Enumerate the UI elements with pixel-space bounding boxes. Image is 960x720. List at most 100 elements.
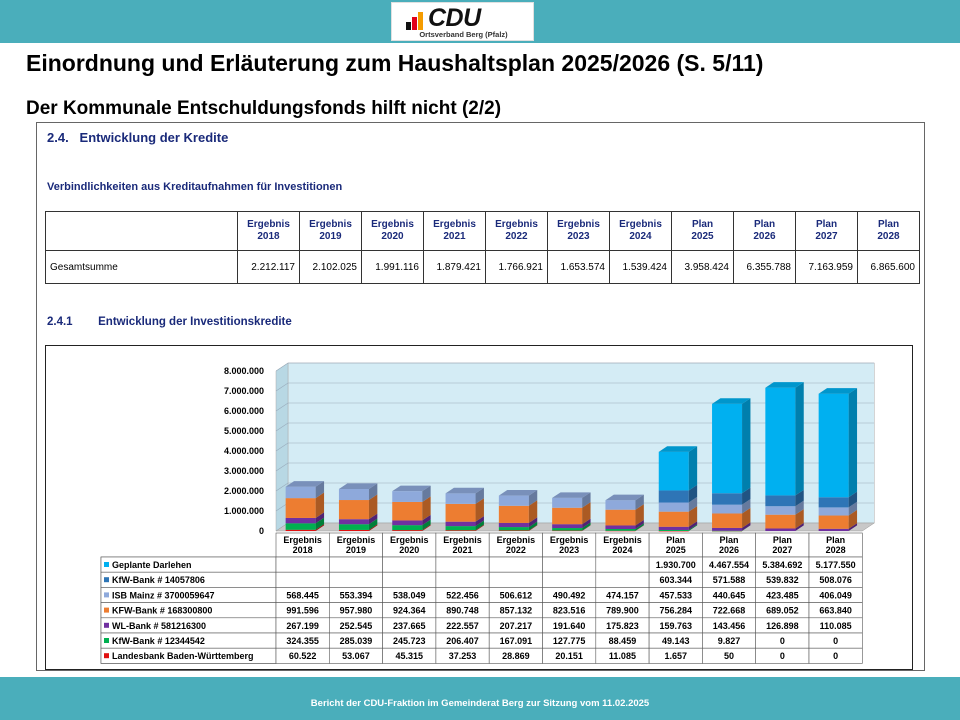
table-value-cell: 1.766.921 (485, 250, 548, 284)
bar-segment-side (635, 525, 644, 531)
bar-segment-side (368, 524, 378, 531)
bar-segment-side (368, 518, 378, 530)
table-value-cell: 6.865.600 (857, 250, 920, 284)
bar-segment (712, 513, 743, 528)
table-header-cell: Ergebnis 2024 (609, 211, 672, 251)
x-tick-label: Ergebnis (443, 535, 482, 545)
data-label: 285.039 (340, 636, 373, 646)
bar-segment (605, 525, 636, 530)
data-label: 191.640 (553, 621, 586, 631)
bar-segment (552, 507, 583, 525)
y-tick-label: 3.000.000 (224, 466, 264, 476)
table-value-cell: 1.539.424 (609, 250, 672, 284)
table-header-cell: Ergebnis 2018 (237, 211, 300, 251)
data-label: 756.284 (659, 606, 692, 616)
data-label: 50 (724, 651, 734, 661)
data-label: 9.827 (718, 636, 741, 646)
table-header-cell: Plan 2027 (795, 211, 858, 251)
table-caption: Verbindlichkeiten aus Kreditaufnahmen fü… (47, 181, 343, 193)
table-header-cell: Ergebnis 2022 (485, 211, 548, 251)
data-label: 603.344 (659, 575, 692, 585)
data-label: 5.384.692 (762, 560, 802, 570)
data-label: 45.315 (395, 651, 423, 661)
data-label: 490.492 (553, 590, 586, 600)
bar-segment (658, 502, 689, 512)
bar-segment (445, 530, 476, 531)
bar-segment (552, 530, 583, 532)
bar-segment-side (368, 483, 378, 501)
bar-segment (658, 490, 689, 503)
bar-segment-side (475, 487, 484, 504)
bar-segment (552, 497, 583, 508)
section-title: 2.4. Entwicklung der Kredite (47, 130, 229, 145)
bar-segment-side (795, 500, 804, 515)
bar-segment-side (635, 494, 644, 510)
legend-table-head-cell (595, 532, 650, 558)
bar-segment (285, 523, 316, 530)
data-table-cell (488, 571, 543, 588)
bar-segment-side (475, 498, 484, 522)
bar-segment (445, 503, 476, 522)
data-table-cell (488, 556, 543, 573)
bar-segment-side (795, 522, 804, 531)
data-label: 159.763 (659, 621, 692, 631)
bar-segment-side (315, 481, 325, 499)
data-label: 143.456 (713, 621, 746, 631)
bar-segment (392, 520, 423, 526)
bar-top-face (338, 483, 378, 489)
legend-swatch (104, 607, 109, 613)
bar-segment-side (422, 514, 431, 526)
table-value-cell: 7.163.959 (795, 250, 858, 284)
data-table-cell (275, 571, 330, 588)
bar-segment (712, 493, 743, 505)
legend-label: WL-Bank # 581216300 (112, 621, 206, 631)
bar-top-face (392, 485, 431, 492)
data-label: 49.143 (662, 636, 690, 646)
credit-summary-table: Ergebnis 2018 Ergebnis 2019 Ergebnis 2020 Erge… (45, 211, 920, 284)
logo-word: CDU (428, 4, 481, 32)
bar-segment-side (635, 504, 644, 526)
bar-segment (712, 403, 743, 494)
y-tick-label: 7.000.000 (224, 386, 264, 396)
x-tick-label: Ergebnis (497, 535, 536, 545)
legend-swatch (104, 638, 109, 643)
data-label: 457.533 (659, 590, 692, 600)
bar-segment-side (742, 398, 751, 494)
bar-segment-side (582, 502, 591, 525)
table-header-cell: Plan 2026 (733, 211, 796, 251)
x-tick-label-year: 2020 (399, 545, 419, 555)
bar-top-face (818, 388, 858, 394)
data-table-cell (595, 571, 650, 588)
bar-segment (818, 507, 849, 516)
bar-segment (552, 524, 583, 529)
data-label: 0 (780, 636, 785, 646)
data-label: 206.407 (446, 636, 479, 646)
bar-segment (445, 526, 476, 531)
legend-swatch (104, 562, 109, 567)
x-tick-label-year: 2027 (772, 545, 792, 555)
bar-segment (658, 530, 689, 532)
bar-segment-side (582, 492, 591, 508)
bar-segment (338, 519, 369, 525)
bar-segment (765, 506, 796, 515)
data-label: 508.076 (819, 575, 852, 585)
subsection-title: 2.4.1 Entwicklung der Investitionskredit… (47, 316, 292, 328)
bar-segment (498, 530, 529, 531)
table-header-cell: Plan 2028 (857, 211, 920, 251)
bar-segment (818, 497, 849, 508)
bar-segment-side (582, 522, 591, 531)
legend-label: KfW-Bank # 12344542 (112, 636, 205, 646)
data-label: 924.364 (393, 606, 426, 616)
bar-segment-side (528, 524, 538, 531)
bar-segment (712, 530, 743, 532)
data-label: 474.157 (606, 590, 639, 600)
logo-subtitle: Ortsverband Berg (Pfalz) (419, 30, 508, 39)
data-label: 5.177.550 (816, 560, 856, 570)
bar-segment (338, 524, 369, 530)
bar-segment-side (368, 513, 378, 525)
x-tick-label: Plan (826, 535, 845, 545)
data-label: 167.091 (500, 636, 533, 646)
chart-gridline (275, 442, 875, 452)
bar-segment (818, 393, 849, 498)
legend-table-head-cell (488, 532, 543, 558)
